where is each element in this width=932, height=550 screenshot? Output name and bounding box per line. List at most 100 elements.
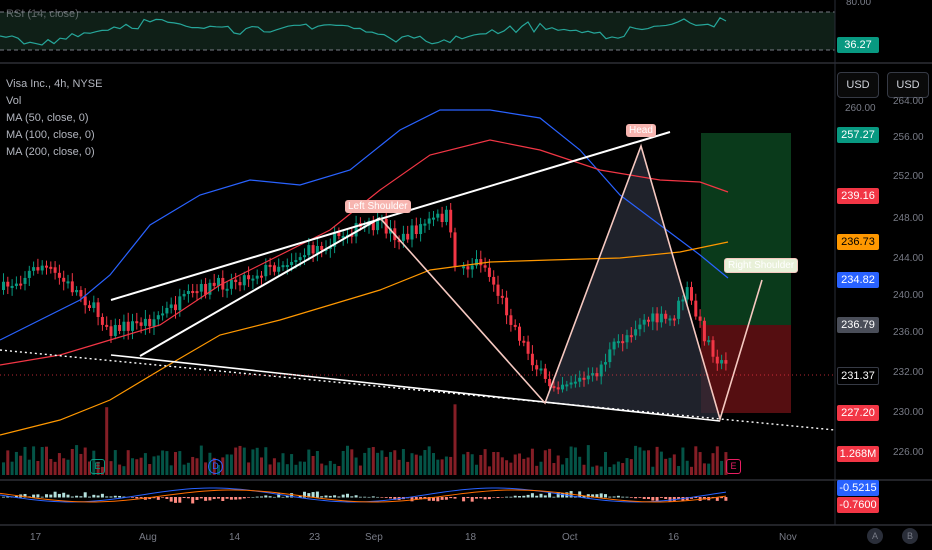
volume-bar [358,465,362,475]
volume-bar [96,461,100,475]
candle [715,356,719,364]
macd-bar [496,497,500,499]
left-shoulder-label[interactable]: Left Shoulder [345,200,411,213]
macd-bar [75,495,79,498]
candle [414,225,418,235]
inner-trendline[interactable] [139,217,381,357]
candle [191,290,195,293]
volume-bar [698,452,702,475]
macd-bar [260,496,263,498]
macd-bar [311,492,315,498]
time-axis-label: 23 [309,532,321,543]
candle [462,266,466,269]
rsi-band [0,12,835,50]
candle [690,287,693,301]
head-label[interactable]: Head [626,124,656,137]
candle [255,275,259,279]
rsi-legend-label: RSI (14, close) [6,8,79,20]
macd-bar [346,493,349,498]
volume-bar [685,460,689,475]
volume-bar [711,453,715,475]
candle [285,265,289,268]
macd-histogram [2,491,728,504]
candle [2,281,5,290]
price-tag-last: 231.37 [837,367,879,385]
candle [70,281,74,293]
volume-bar [427,446,431,475]
ma100-label[interactable]: MA (100, close, 0) [6,129,95,141]
earnings-event-icon[interactable]: E [90,459,105,474]
macd-bar [221,497,225,501]
volume-bar [470,454,474,475]
macd-bar [518,496,521,498]
neckline[interactable] [110,354,721,422]
candle [500,295,504,298]
macd-bar [453,497,457,499]
tab-a-button[interactable]: A [867,528,883,544]
macd-bar [358,496,362,498]
volume-bar [307,449,311,475]
candle [582,377,586,380]
candle [629,335,633,338]
earnings-event-icon[interactable]: E [726,459,741,474]
macd-bar [174,497,177,503]
vol-label[interactable]: Vol [6,95,22,107]
candle [109,326,113,336]
volume-bar [49,458,53,475]
upper-trendline[interactable] [110,131,671,301]
candle [586,375,590,380]
macd-bar [70,496,74,498]
price-axis-label: 236.00 [893,327,924,338]
candle [341,235,345,238]
volume-bar [234,447,238,475]
candle [23,277,27,284]
candle [436,213,440,218]
ma50-label[interactable]: MA (50, close, 0) [6,112,89,124]
candle [337,231,341,237]
candle [251,278,255,281]
candle [548,378,552,387]
macd-bar [715,497,719,501]
macd-bar [307,493,311,498]
symbol-label[interactable]: Visa Inc., 4h, NYSE [6,78,103,90]
price-axis-label: 256.00 [893,132,924,143]
macd-bar [384,497,388,498]
candle [247,275,251,280]
macd-bar [543,495,547,498]
right-shoulder-label[interactable]: Right Shoulder [724,258,799,273]
candle [479,259,483,266]
ma200-label[interactable]: MA (200, close, 0) [6,146,95,158]
volume-bar [591,466,595,475]
price-axis-label: 244.00 [893,253,924,264]
currency-button-2[interactable]: USD [887,72,929,98]
candle [294,260,298,263]
candle [565,384,569,387]
volume-bar [659,451,663,475]
macd-bar [156,497,160,500]
candle [612,341,616,350]
currency-button-1[interactable]: USD [837,72,879,98]
price-tag-ma200: 236.73 [837,234,879,250]
head-shoulders-path[interactable] [379,143,763,422]
rsi-axis-top: 80.00 [846,0,872,8]
dividend-event-icon[interactable]: D [208,459,223,474]
volume-bar [186,462,190,475]
volume-bar [638,447,642,475]
macd-bar [337,496,341,498]
volume-bar [79,453,83,475]
candle [475,259,478,266]
signal-tag: -0.7600 [837,497,879,513]
macd-bar [449,497,453,499]
tab-b-button[interactable]: B [902,528,918,544]
candle [14,283,18,286]
candle [470,265,474,270]
volume-bar [36,460,40,475]
candle [664,313,668,319]
macd-bar [79,496,83,498]
volume-bar [131,458,134,475]
candle [238,282,242,286]
volume-bar [225,454,229,475]
candle [88,305,91,308]
volume-bar [191,456,195,475]
